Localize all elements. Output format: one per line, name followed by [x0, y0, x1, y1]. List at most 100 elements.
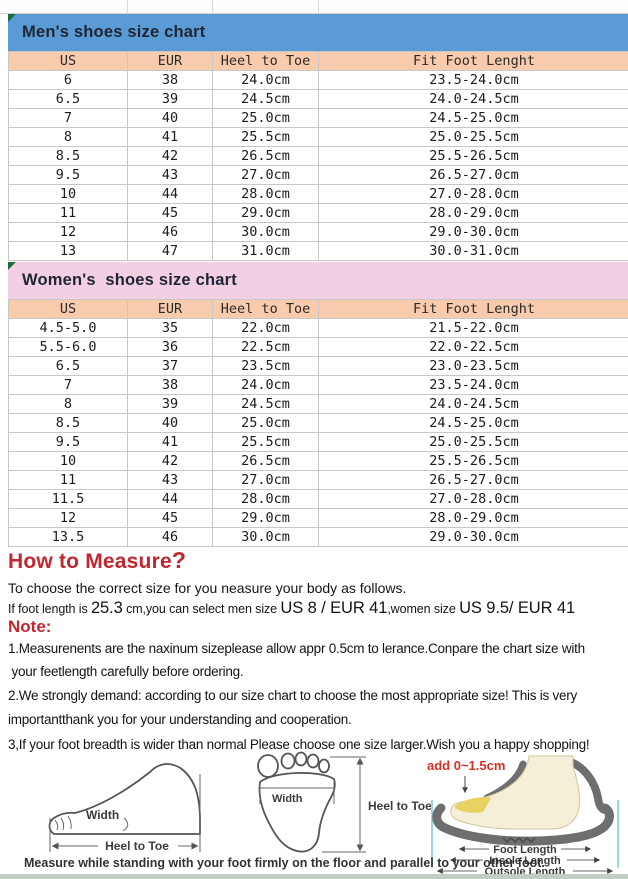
table-cell: 24.0-24.5cm	[318, 394, 628, 414]
table-cell: 5.5-6.0	[8, 337, 128, 357]
table-row: 11 45 29.0cm 28.0-29.0cm	[8, 203, 628, 223]
table-cell: 30.0-31.0cm	[318, 241, 628, 261]
gridline	[318, 0, 319, 13]
note-1-line-2: your feetlength carefully before orderin…	[8, 664, 244, 679]
table-row: 13.5 46 30.0cm 29.0-30.0cm	[8, 527, 628, 547]
womens-chart-title-bar: Women's shoes size chart	[8, 262, 628, 299]
table-cell: 8	[8, 127, 128, 147]
table-row: 5.5-6.0 36 22.5cm 22.0-22.5cm	[8, 337, 628, 357]
table-cell: 47	[127, 241, 213, 261]
table-cell: 43	[127, 470, 213, 490]
table-cell: 46	[127, 222, 213, 242]
table-cell: 38	[127, 375, 213, 395]
table-cell: 7	[8, 375, 128, 395]
table-header-row: US EUR Heel to Toe Fit Foot Lenght	[8, 51, 628, 71]
side-foot-width-label: Width	[86, 808, 119, 822]
table-cell: 42	[127, 451, 213, 471]
table-cell: 28.0-29.0cm	[318, 203, 628, 223]
table-cell: 23.5-24.0cm	[318, 375, 628, 395]
table-cell: 10	[8, 451, 128, 471]
table-cell: 6.5	[8, 356, 128, 376]
column-header-fit-foot-length: Fit Foot Lenght	[318, 299, 628, 319]
table-cell: 24.5cm	[212, 394, 319, 414]
shoe-add-allowance-label: add 0~1.5cm	[427, 758, 505, 773]
table-row: 9.5 41 25.5cm 25.0-25.5cm	[8, 432, 628, 452]
table-cell: 40	[127, 413, 213, 433]
example-part: If foot length is	[8, 602, 91, 616]
table-cell: 13	[8, 241, 128, 261]
side-foot-heel-to-toe-label: Heel to Toe	[105, 839, 169, 853]
measure-intro-text: To choose the correct size for you neasu…	[8, 580, 407, 596]
table-cell: 45	[127, 508, 213, 528]
table-cell: 28.0cm	[212, 184, 319, 204]
corner-marker-icon	[8, 262, 16, 270]
table-cell: 22.5cm	[212, 337, 319, 357]
table-row: 10 42 26.5cm 25.5-26.5cm	[8, 451, 628, 471]
table-cell: 25.0-25.5cm	[318, 127, 628, 147]
table-cell: 35	[127, 318, 213, 338]
table-cell: 24.0cm	[212, 375, 319, 395]
table-row: 10 44 28.0cm 27.0-28.0cm	[8, 184, 628, 204]
table-cell: 29.0-30.0cm	[318, 527, 628, 547]
table-row: 8 41 25.5cm 25.0-25.5cm	[8, 127, 628, 147]
table-cell: 21.5-22.0cm	[318, 318, 628, 338]
table-cell: 22.0cm	[212, 318, 319, 338]
table-row: 7 38 24.0cm 23.5-24.0cm	[8, 375, 628, 395]
table-cell: 9.5	[8, 432, 128, 452]
table-cell: 4.5-5.0	[8, 318, 128, 338]
question-mark: ?	[171, 547, 187, 573]
table-cell: 6.5	[8, 89, 128, 109]
example-women-size: US 9.5/ EUR 41	[459, 599, 576, 617]
measure-caption: Measure while standing with your foot fi…	[24, 856, 545, 870]
womens-size-table: US EUR Heel to Toe Fit Foot Lenght 4.5-5…	[8, 299, 628, 547]
table-cell: 25.5cm	[212, 127, 319, 147]
table-cell: 25.5-26.5cm	[318, 146, 628, 166]
table-cell: 29.0cm	[212, 203, 319, 223]
note-2-line-1: 2.We strongly demand: according to our s…	[8, 688, 578, 703]
table-row: 11 43 27.0cm 26.5-27.0cm	[8, 470, 628, 490]
table-cell: 42	[127, 146, 213, 166]
table-cell: 25.5cm	[212, 432, 319, 452]
example-part: cm,you can select men size	[122, 602, 281, 616]
table-cell: 30.0cm	[212, 527, 319, 547]
table-cell: 29.0-30.0cm	[318, 222, 628, 242]
table-cell: 12	[8, 508, 128, 528]
table-cell: 13.5	[8, 527, 128, 547]
mens-chart-title: Men's shoes size chart	[22, 23, 206, 41]
note-1-line-1: 1.Measurenents are the naxinum sizepleas…	[8, 641, 585, 656]
example-men-size: US 8 / EUR 41	[280, 599, 388, 617]
table-cell: 38	[127, 70, 213, 90]
mens-size-table: US EUR Heel to Toe Fit Foot Lenght 6 38 24…	[8, 51, 628, 261]
footprint-width-label: Width	[272, 793, 303, 805]
table-row: 7 40 25.0cm 24.5-25.0cm	[8, 108, 628, 128]
table-cell: 44	[127, 489, 213, 509]
corner-marker-icon	[8, 14, 16, 22]
table-cell: 45	[127, 203, 213, 223]
table-cell: 23.0-23.5cm	[318, 356, 628, 376]
foot-side-view-diagram-icon: Width Heel to Toe	[48, 763, 201, 853]
table-row: 6.5 37 23.5cm 23.0-23.5cm	[8, 356, 628, 376]
table-cell: 8	[8, 394, 128, 414]
table-cell: 7	[8, 108, 128, 128]
bottom-strip	[0, 874, 628, 879]
gridline	[127, 0, 128, 13]
gridline	[212, 0, 213, 13]
note-label: Note:	[8, 617, 52, 636]
table-cell: 26.5-27.0cm	[318, 470, 628, 490]
table-cell: 39	[127, 89, 213, 109]
insole-length-label: Insole Length	[489, 855, 561, 867]
table-cell: 8.5	[8, 146, 128, 166]
table-cell: 29.0cm	[212, 508, 319, 528]
table-cell: 26.5cm	[212, 146, 319, 166]
mens-chart-title-bar: Men's shoes size chart	[8, 14, 628, 51]
table-cell: 24.5-25.0cm	[318, 108, 628, 128]
footprint-heel-to-toe-label: Heel to Toe	[368, 799, 432, 813]
table-cell: 30.0cm	[212, 222, 319, 242]
table-cell: 24.5cm	[212, 89, 319, 109]
table-row: 12 46 30.0cm 29.0-30.0cm	[8, 222, 628, 242]
table-row: 6.5 39 24.5cm 24.0-24.5cm	[8, 89, 628, 109]
note-3-line-1: 3,If your foot breadth is wider than nor…	[8, 737, 590, 752]
example-part: ,women size	[387, 602, 460, 616]
table-cell: 9.5	[8, 165, 128, 185]
note-2-line-2: importantthank you for your understandin…	[8, 712, 352, 727]
